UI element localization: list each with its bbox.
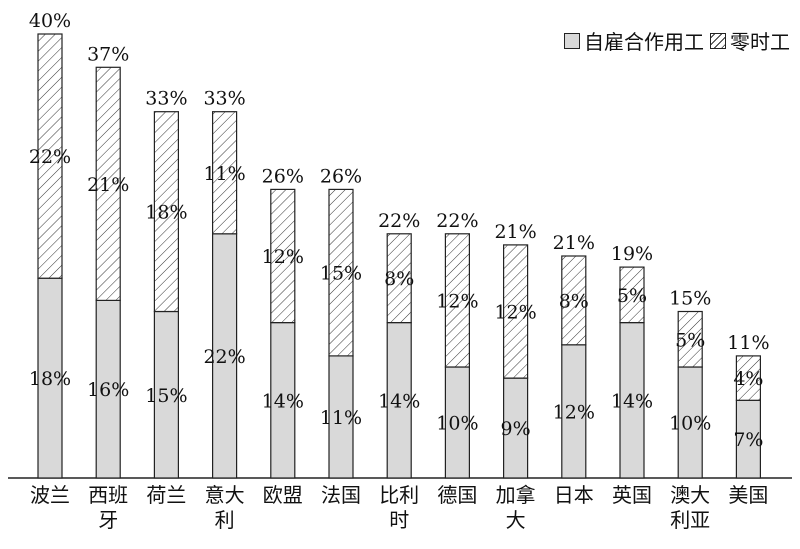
- data-label-temporary: 8%: [559, 290, 589, 312]
- bar-self-employed: [619, 322, 645, 479]
- bar-temporary: [561, 255, 587, 346]
- data-label-total: 26%: [262, 165, 304, 187]
- data-label-self-employed: 14%: [262, 390, 304, 412]
- data-label-total: 26%: [320, 165, 362, 187]
- category-label: 英国: [612, 483, 652, 507]
- data-label-self-employed: 14%: [611, 390, 653, 412]
- category-label: 意大: [205, 483, 245, 507]
- legend-label-temporary: 零时工: [730, 30, 790, 54]
- bar-temporary: [212, 111, 238, 235]
- bar-self-employed: [677, 366, 703, 479]
- category-label: 比利: [379, 483, 419, 507]
- category-label: 法国: [321, 483, 361, 507]
- data-label-self-employed: 12%: [553, 401, 595, 423]
- data-label-temporary: 22%: [29, 146, 71, 168]
- bar-self-employed: [386, 322, 412, 479]
- bar-self-employed: [153, 310, 179, 479]
- legend-item-temporary: 零时工: [710, 26, 790, 55]
- category-label: 日本: [554, 483, 594, 507]
- data-label-total: 21%: [494, 221, 536, 243]
- category-label: 时: [389, 508, 409, 532]
- data-label-total: 19%: [611, 243, 653, 265]
- data-label-total: 22%: [378, 210, 420, 232]
- data-label-total: 21%: [553, 232, 595, 254]
- data-label-total: 33%: [145, 88, 187, 110]
- category-label: 利亚: [670, 508, 710, 532]
- category-label: 波兰: [30, 483, 70, 507]
- bar-self-employed: [503, 377, 529, 479]
- data-label-temporary: 18%: [145, 202, 187, 224]
- bar-temporary: [270, 188, 296, 324]
- legend-label-self-employed: 自雇合作用工: [584, 30, 704, 54]
- bar-temporary: [503, 244, 529, 379]
- data-label-temporary: 11%: [203, 163, 245, 185]
- category-label: 牙: [98, 508, 118, 532]
- data-label-self-employed: 22%: [203, 346, 245, 368]
- category-label: 德国: [437, 483, 477, 507]
- bar-temporary: [735, 355, 762, 401]
- data-label-self-employed: 10%: [436, 413, 478, 435]
- data-label-temporary: 4%: [733, 368, 763, 390]
- bar-self-employed: [37, 277, 63, 479]
- bar-self-employed: [561, 344, 587, 479]
- category-label: 美国: [728, 483, 768, 507]
- category-label: 利: [215, 508, 235, 532]
- data-label-total: 33%: [203, 88, 245, 110]
- bar-self-employed: [328, 355, 354, 479]
- data-label-temporary: 15%: [320, 263, 362, 285]
- data-label-temporary: 12%: [494, 302, 536, 324]
- bar-temporary: [153, 111, 179, 313]
- category-label: 加拿: [496, 483, 536, 507]
- data-label-temporary: 5%: [675, 329, 705, 351]
- category-label: 欧盟: [263, 483, 303, 507]
- data-label-total: 37%: [87, 43, 129, 65]
- data-label-self-employed: 14%: [378, 390, 420, 412]
- bar-temporary: [444, 233, 470, 368]
- data-label-self-employed: 15%: [145, 385, 187, 407]
- data-label-total: 15%: [669, 288, 711, 310]
- data-label-temporary: 5%: [617, 285, 647, 307]
- data-label-total: 11%: [727, 332, 769, 354]
- data-label-self-employed: 9%: [501, 418, 531, 440]
- data-label-self-employed: 7%: [733, 429, 763, 451]
- legend-swatch-solid: [564, 32, 580, 49]
- category-label: 澳大: [670, 483, 710, 507]
- category-label: 大: [506, 508, 526, 532]
- data-label-temporary: 8%: [384, 268, 414, 290]
- data-label-self-employed: 11%: [320, 407, 362, 429]
- bar-self-employed: [270, 322, 296, 479]
- data-label-temporary: 12%: [262, 246, 304, 268]
- legend: 自雇合作用工 零时工: [558, 26, 790, 55]
- category-label: 西班: [88, 483, 128, 507]
- data-label-self-employed: 16%: [87, 379, 129, 401]
- data-label-self-employed: 18%: [29, 368, 71, 390]
- legend-item-self-employed: 自雇合作用工: [564, 26, 704, 55]
- bar-temporary: [328, 188, 354, 357]
- category-label: 荷兰: [146, 483, 186, 507]
- bar-temporary: [386, 233, 412, 324]
- bar-temporary: [619, 266, 645, 324]
- data-label-temporary: 21%: [87, 174, 129, 196]
- bar-temporary: [95, 66, 121, 302]
- bar-self-employed: [212, 233, 238, 479]
- bar-temporary: [677, 310, 703, 368]
- legend-swatch-hatched: [710, 32, 726, 49]
- bar-self-employed: [444, 366, 470, 479]
- data-label-total: 40%: [29, 10, 71, 32]
- data-label-total: 22%: [436, 210, 478, 232]
- data-label-temporary: 12%: [436, 290, 478, 312]
- data-label-self-employed: 10%: [669, 413, 711, 435]
- bar-temporary: [37, 33, 63, 279]
